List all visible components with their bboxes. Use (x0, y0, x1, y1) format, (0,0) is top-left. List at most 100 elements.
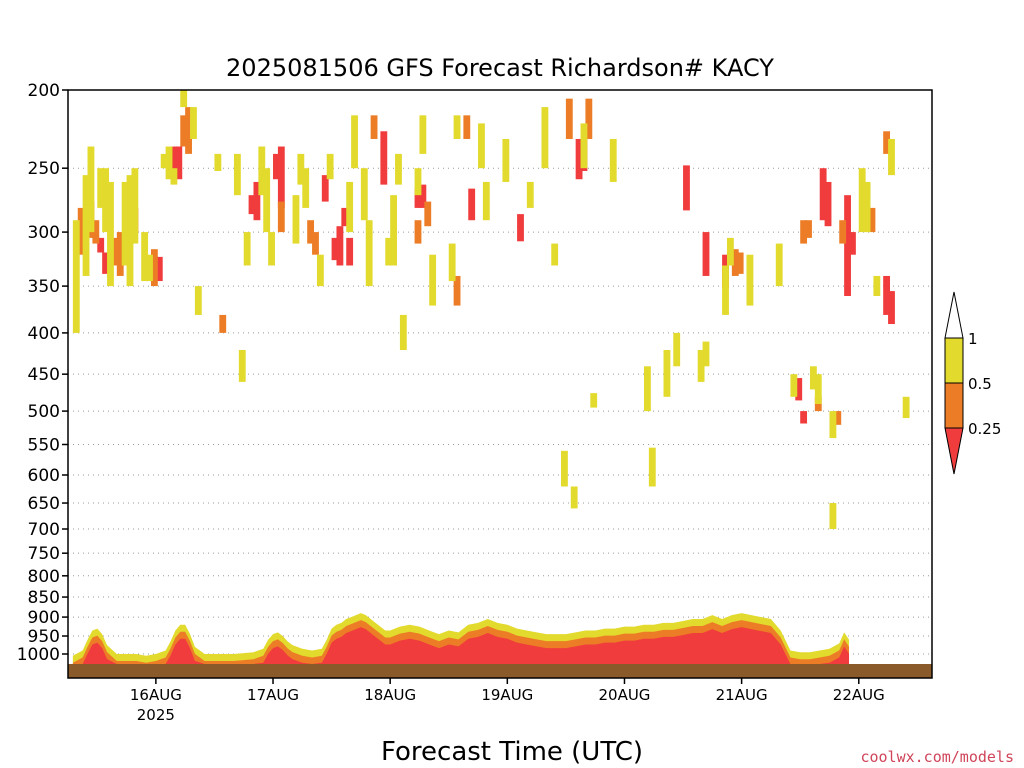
data-cell (839, 220, 847, 244)
data-cell (243, 232, 251, 266)
data-cell (370, 115, 378, 139)
data-cell (395, 153, 402, 185)
data-cell (185, 107, 192, 154)
data-cell (868, 207, 876, 233)
x-tick-label: 19AUG (481, 686, 533, 704)
data-cell (888, 291, 895, 325)
data-cell (883, 275, 891, 315)
data-cell (463, 115, 471, 139)
data-cell (800, 411, 808, 424)
data-cell (341, 207, 349, 227)
data-cell (453, 275, 461, 306)
data-cell (97, 168, 105, 208)
x-axis: 16AUG 2025 17AUG 18AUG 19AUG 20AUG 21AUG 22AUG (130, 678, 885, 724)
data-cell (809, 366, 817, 390)
data-cell (414, 168, 422, 196)
credit-text: coolwx.com/models (860, 748, 1014, 766)
data-cell (663, 349, 671, 397)
y-tick-label: 950 (28, 627, 60, 647)
data-cell (190, 107, 197, 139)
data-cell (746, 254, 754, 306)
data-cell (180, 115, 188, 147)
data-cell (883, 131, 891, 154)
data-cell (863, 181, 871, 233)
data-cell (155, 256, 163, 282)
data-cell (541, 107, 549, 169)
y-tick-label: 200 (28, 81, 60, 101)
data-cell (814, 374, 822, 405)
data-cell (316, 254, 324, 287)
data-cell (253, 181, 261, 221)
plot-area (68, 89, 932, 678)
data-cell (263, 168, 271, 233)
data-cell (121, 181, 129, 266)
data-cell (170, 146, 178, 180)
y-tick-label: 900 (28, 608, 60, 628)
y-tick-label: 650 (28, 494, 60, 514)
data-cell (429, 254, 437, 306)
data-cell (277, 146, 285, 208)
data-cell (829, 503, 837, 530)
data-cell (219, 314, 227, 333)
y-tick-label: 550 (28, 435, 60, 455)
data-cell (697, 349, 705, 382)
data-cell (102, 252, 110, 274)
data-cell (790, 374, 798, 397)
data-cell (292, 195, 300, 244)
data-cell (849, 232, 856, 255)
y-tick-label: 300 (28, 223, 60, 243)
data-cell (297, 153, 305, 185)
data-cell (385, 237, 393, 266)
data-cell (346, 181, 354, 233)
data-cell (873, 275, 881, 296)
data-cell (424, 201, 432, 227)
data-cell (351, 115, 358, 169)
data-cell (414, 188, 422, 208)
data-cell (468, 188, 476, 221)
data-cell (111, 237, 119, 266)
data-cell (131, 168, 139, 244)
data-cell (92, 220, 100, 244)
data-cell (150, 249, 158, 287)
data-cell (570, 486, 578, 509)
data-cell (273, 153, 280, 180)
colorbar-bottom-arrow (944, 427, 964, 475)
y-tick-label: 850 (28, 588, 60, 608)
y-tick-label: 1000 (17, 645, 60, 665)
chart-title: 2025081506 GFS Forecast Richardson# KACY (226, 54, 774, 82)
x-tick-label: 18AUG (364, 686, 416, 704)
data-cell (146, 254, 153, 282)
data-cell (160, 153, 168, 169)
data-cell (482, 181, 490, 221)
data-cell (736, 252, 744, 274)
data-cell (336, 226, 344, 266)
data-cell (858, 168, 866, 233)
y-axis: 200 250 300 350 400 450 500 550 600 650 700 750 8008… (17, 81, 68, 665)
y-tick-label: 600 (28, 466, 60, 486)
data-cell (326, 153, 334, 180)
data-cell (551, 243, 559, 266)
data-cell (141, 232, 149, 282)
data-cell (526, 181, 534, 208)
data-cell (346, 237, 354, 266)
colorbar-high (944, 337, 964, 384)
data-cell (834, 411, 842, 425)
data-cell (238, 349, 246, 382)
data-cell (82, 175, 90, 276)
y-tick-label: 350 (28, 277, 60, 297)
data-cell (399, 314, 407, 350)
data-cell (829, 411, 837, 439)
data-cell (644, 366, 651, 412)
data-cell (590, 393, 598, 408)
x-tick-sublabel: 2025 (137, 706, 175, 724)
data-cell (258, 146, 266, 196)
data-cell (312, 232, 319, 255)
data-cell (77, 207, 85, 255)
data-cell (702, 232, 710, 276)
data-cell (97, 237, 105, 253)
colorbar-label: 1 (968, 330, 978, 348)
data-cell (170, 168, 178, 185)
x-tick-label: 16AUG (130, 686, 182, 704)
data-cell (844, 195, 851, 296)
data-cell (126, 175, 134, 287)
